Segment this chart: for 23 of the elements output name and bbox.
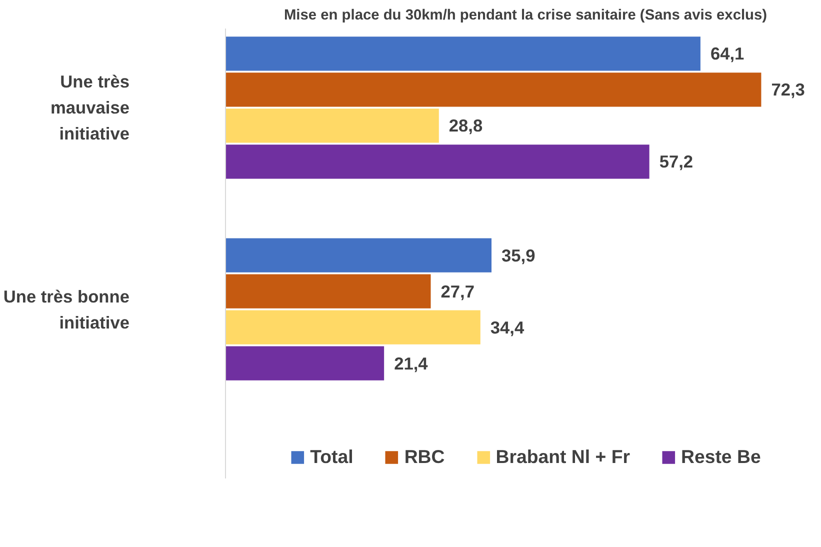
bar xyxy=(226,310,480,344)
bar xyxy=(226,346,384,380)
data-label: 64,1 xyxy=(710,44,745,64)
data-label: 27,7 xyxy=(440,281,474,302)
legend-label: Reste Be xyxy=(681,446,761,468)
data-label: 35,9 xyxy=(502,245,536,266)
y-tick-label: Une très bonne initiative xyxy=(3,286,130,332)
data-label: 28,8 xyxy=(448,116,483,136)
bar xyxy=(226,144,650,179)
y-tick-label: Une très mauvaise initiative xyxy=(50,72,130,144)
data-label: 34,4 xyxy=(490,317,524,338)
bar xyxy=(226,108,439,143)
legend-label: RBC xyxy=(404,446,445,468)
legend-label: Brabant Nl + Fr xyxy=(496,446,630,468)
data-label: 72,3 xyxy=(771,80,806,100)
chart-title: Mise en place du 30km/h pendant la crise sanitaire (Sans avis exclus) xyxy=(284,8,768,24)
data-label: 21,4 xyxy=(394,353,428,374)
legend-label: Total xyxy=(310,446,354,468)
bar xyxy=(226,72,762,107)
bar xyxy=(226,274,431,308)
bar xyxy=(226,238,492,272)
data-label: 57,2 xyxy=(659,152,694,172)
bar xyxy=(226,36,700,71)
